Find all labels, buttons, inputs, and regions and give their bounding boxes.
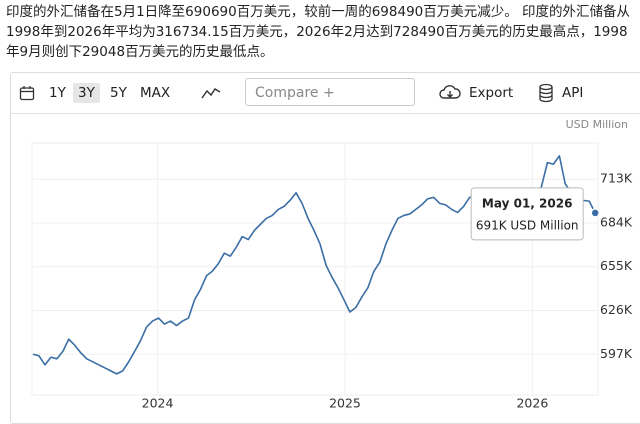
plot-frame (31, 142, 599, 396)
tooltip-box (470, 187, 584, 241)
x-tick-label: 2025 (329, 396, 361, 411)
tooltip: May 01, 2026 691K USD Million (470, 187, 584, 241)
compare-input[interactable]: Compare + (245, 78, 415, 106)
y-tick-label: 713K (600, 171, 633, 186)
y-tick-label: 655K (600, 258, 633, 273)
export-icon[interactable] (439, 84, 461, 102)
tooltip-value: 691K USD Million (476, 218, 579, 232)
unit-label: USD Million (566, 118, 628, 131)
x-tick-label: 2024 (142, 396, 174, 411)
api-button[interactable]: API (562, 85, 584, 101)
y-tick-label: 684K (600, 214, 633, 229)
chart-type-icon[interactable] (201, 85, 221, 101)
x-tick-label: 2026 (516, 396, 548, 411)
description: 印度的外汇储备在5月1日降至690690百万美元，较前一周的698490百万美元… (6, 4, 631, 60)
range-button[interactable]: 1Y (49, 85, 66, 101)
range-button[interactable]: MAX (140, 85, 171, 101)
y-tick-label: 597K (600, 346, 633, 361)
export-button[interactable]: Export (469, 85, 514, 101)
hover-point (590, 208, 600, 218)
calendar-icon[interactable] (19, 85, 35, 101)
toolbar: 1Y 3Y 5Y MAX Compare + Export API (11, 73, 640, 114)
api-icon[interactable] (538, 83, 554, 103)
range-button[interactable]: 5Y (110, 85, 127, 101)
y-tick-label: 626K (600, 302, 633, 317)
range-button[interactable]: 3Y (73, 83, 100, 103)
tooltip-date: May 01, 2026 (482, 196, 573, 210)
